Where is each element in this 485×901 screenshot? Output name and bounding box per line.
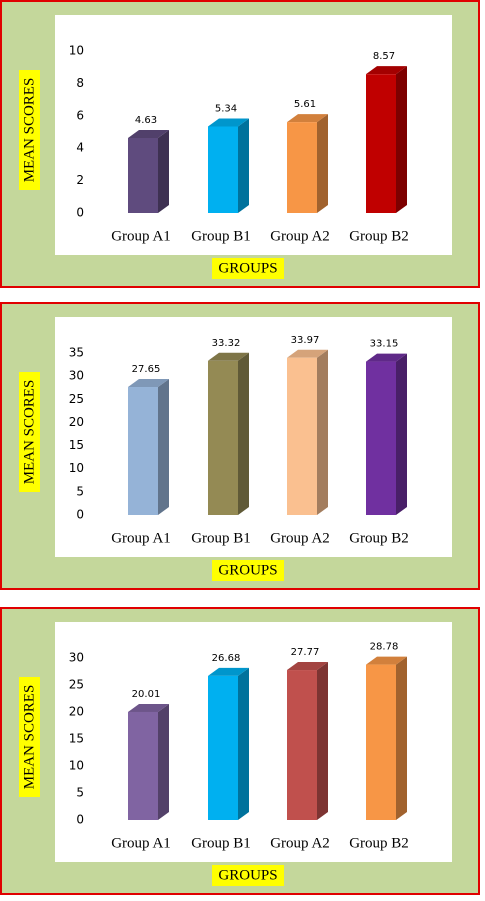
y-label-box bbox=[19, 372, 40, 492]
y-axis-label: MEAN SCORES bbox=[21, 380, 37, 485]
y-tick-label: 0 bbox=[76, 813, 84, 827]
data-label: 26.68 bbox=[212, 653, 241, 664]
data-label: 4.63 bbox=[135, 115, 157, 126]
bar-top bbox=[128, 703, 169, 712]
y-tick-label: 5 bbox=[76, 484, 84, 498]
bar-top bbox=[128, 379, 169, 388]
bar-side bbox=[238, 352, 249, 515]
x-tick-label: Group A2 bbox=[270, 228, 330, 244]
y-tick-label: 30 bbox=[69, 369, 84, 383]
bar bbox=[128, 387, 158, 515]
x-axis-label: GROUPS bbox=[218, 260, 277, 276]
bar-side bbox=[158, 703, 169, 820]
y-tick-label: 2 bbox=[76, 173, 84, 187]
y-tick-label: 6 bbox=[76, 108, 84, 122]
x-tick-label: Group B2 bbox=[349, 530, 409, 546]
data-label: 33.15 bbox=[370, 339, 399, 350]
bar-side bbox=[317, 349, 328, 515]
bar-side bbox=[396, 353, 407, 515]
bar-top bbox=[208, 118, 249, 127]
bar-side bbox=[238, 667, 249, 820]
x-label-box bbox=[212, 560, 284, 581]
chart-panel: 0 5 10 15 20 25 30 35 27.65 Group A1 33.32 Group B1… bbox=[0, 302, 480, 590]
x-axis-label: GROUPS bbox=[218, 562, 277, 578]
bar-side bbox=[317, 114, 328, 213]
x-label-box bbox=[212, 258, 284, 279]
bar-top bbox=[208, 667, 249, 676]
y-tick-label: 10 bbox=[69, 759, 84, 773]
bar-top bbox=[128, 129, 169, 138]
y-tick-label: 0 bbox=[76, 508, 84, 522]
x-tick-label: Group A2 bbox=[270, 530, 330, 546]
bar bbox=[366, 664, 396, 820]
data-label: 20.01 bbox=[132, 689, 161, 700]
bar-side bbox=[396, 656, 407, 820]
bar bbox=[208, 675, 238, 820]
x-tick-label: Group B1 bbox=[191, 530, 251, 546]
y-tick-label: 0 bbox=[76, 206, 84, 220]
bar bbox=[366, 74, 396, 213]
chart-panel: 0 5 10 15 20 25 30 20.01 Group A1 26.68 Group B1 27… bbox=[0, 607, 480, 895]
y-tick-label: 25 bbox=[69, 678, 84, 692]
data-label: 27.65 bbox=[132, 364, 161, 375]
x-tick-label: Group B1 bbox=[191, 835, 251, 851]
y-axis-label: MEAN SCORES bbox=[21, 685, 37, 790]
chart-panel: 0 2 4 6 8 10 4.63 Group A1 5.34 Group B1 5.61 Group… bbox=[0, 0, 480, 288]
data-label: 8.57 bbox=[373, 51, 395, 62]
y-tick-label: 30 bbox=[69, 651, 84, 665]
bar bbox=[128, 711, 158, 820]
data-label: 27.77 bbox=[291, 647, 320, 658]
bar bbox=[366, 361, 396, 515]
y-tick-label: 15 bbox=[69, 438, 84, 452]
x-tick-label: Group A2 bbox=[270, 835, 330, 851]
bar-side bbox=[158, 379, 169, 515]
bar-top bbox=[366, 353, 407, 362]
y-axis-label: MEAN SCORES bbox=[21, 78, 37, 183]
x-tick-label: Group A1 bbox=[111, 228, 171, 244]
bar bbox=[287, 357, 317, 515]
x-axis-label: GROUPS bbox=[218, 867, 277, 883]
y-tick-label: 35 bbox=[69, 346, 84, 360]
bar-side bbox=[158, 129, 169, 213]
y-tick-label: 25 bbox=[69, 392, 84, 406]
bar-side bbox=[396, 66, 407, 213]
y-label-box bbox=[19, 677, 40, 797]
bar-top bbox=[287, 662, 328, 671]
y-tick-label: 20 bbox=[69, 705, 84, 719]
x-label-box bbox=[212, 865, 284, 886]
bar-top bbox=[366, 66, 407, 75]
x-tick-label: Group B2 bbox=[349, 835, 409, 851]
bar-side bbox=[317, 662, 328, 820]
x-tick-label: Group A1 bbox=[111, 835, 171, 851]
bar-top bbox=[287, 349, 328, 358]
y-tick-label: 10 bbox=[69, 461, 84, 475]
data-label: 5.34 bbox=[215, 103, 237, 114]
data-label: 33.97 bbox=[291, 335, 320, 346]
x-tick-label: Group B1 bbox=[191, 228, 251, 244]
bar bbox=[128, 137, 158, 213]
bar-top bbox=[208, 352, 249, 361]
data-label: 33.32 bbox=[212, 338, 241, 349]
bar bbox=[208, 126, 238, 213]
y-tick-label: 5 bbox=[76, 786, 84, 800]
bar bbox=[287, 670, 317, 820]
y-tick-label: 10 bbox=[69, 44, 84, 58]
y-tick-label: 4 bbox=[76, 141, 84, 155]
y-label-box bbox=[19, 70, 40, 190]
x-tick-label: Group A1 bbox=[111, 530, 171, 546]
y-tick-label: 15 bbox=[69, 732, 84, 746]
y-tick-label: 20 bbox=[69, 415, 84, 429]
bar bbox=[287, 122, 317, 213]
data-label: 5.61 bbox=[294, 99, 316, 110]
bar-top bbox=[366, 656, 407, 665]
data-label: 28.78 bbox=[370, 642, 399, 653]
bar-side bbox=[238, 118, 249, 213]
bar bbox=[208, 360, 238, 515]
bar-top bbox=[287, 114, 328, 123]
y-tick-label: 8 bbox=[76, 76, 84, 90]
x-tick-label: Group B2 bbox=[349, 228, 409, 244]
